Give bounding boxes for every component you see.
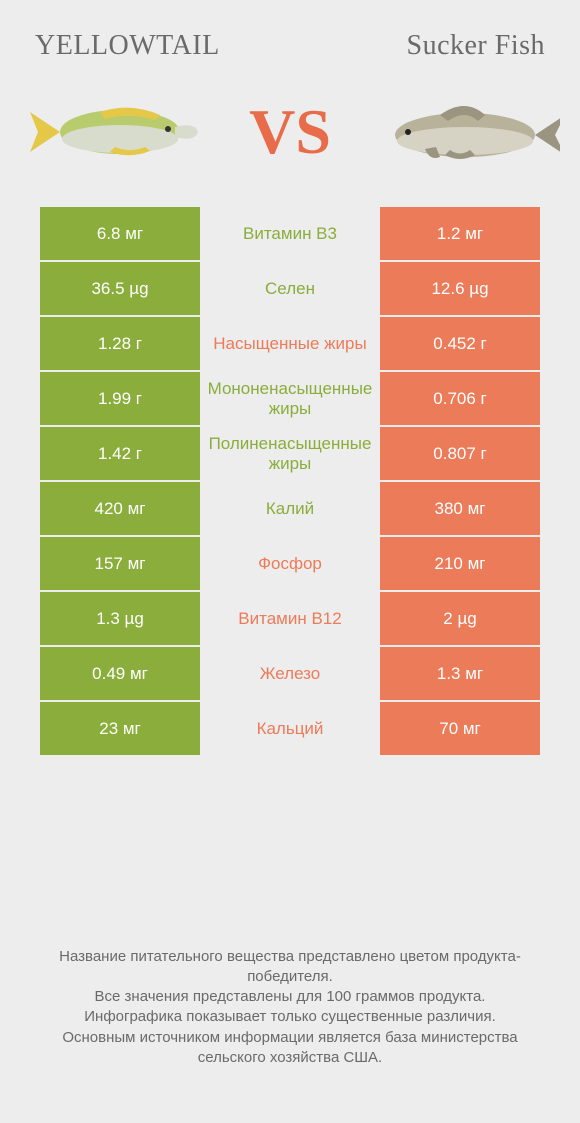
left-value: 36.5 µg bbox=[40, 262, 200, 315]
footer-line-2: Все значения представлены для 100 граммо… bbox=[30, 987, 550, 1007]
footer-line-3: Инфографика показывает только существенн… bbox=[30, 1007, 550, 1027]
nutrient-label: Селен bbox=[200, 262, 380, 315]
left-value: 23 мг bbox=[40, 702, 200, 755]
table-row: 36.5 µgСелен12.6 µg bbox=[40, 262, 540, 315]
table-row: 1.28 гНасыщенные жиры0.452 г bbox=[40, 317, 540, 370]
left-value: 1.42 г bbox=[40, 427, 200, 480]
suckerfish-image bbox=[370, 87, 560, 177]
left-value: 0.49 мг bbox=[40, 647, 200, 700]
nutrient-table: 6.8 мгВитамин B31.2 мг36.5 µgСелен12.6 µ… bbox=[40, 207, 540, 755]
left-value: 1.3 µg bbox=[40, 592, 200, 645]
nutrient-label: Витамин B3 bbox=[200, 207, 380, 260]
nutrient-label: Фосфор bbox=[200, 537, 380, 590]
left-value: 157 мг bbox=[40, 537, 200, 590]
table-row: 1.3 µgВитамин B122 µg bbox=[40, 592, 540, 645]
nutrient-label: Кальций bbox=[200, 702, 380, 755]
right-value: 380 мг bbox=[380, 482, 540, 535]
left-value: 420 мг bbox=[40, 482, 200, 535]
right-value: 0.452 г bbox=[380, 317, 540, 370]
left-value: 1.99 г bbox=[40, 372, 200, 425]
right-value: 12.6 µg bbox=[380, 262, 540, 315]
nutrient-label: Калий bbox=[200, 482, 380, 535]
footer-notes: Название питательного вещества представл… bbox=[0, 947, 580, 1069]
yellowtail-image bbox=[20, 87, 210, 177]
table-row: 0.49 мгЖелезо1.3 мг bbox=[40, 647, 540, 700]
nutrient-label: Насыщенные жиры bbox=[200, 317, 380, 370]
left-value: 1.28 г bbox=[40, 317, 200, 370]
comparison-images: VS bbox=[0, 72, 580, 207]
nutrient-label: Витамин B12 bbox=[200, 592, 380, 645]
table-row: 1.99 гМононенасыщенные жиры0.706 г bbox=[40, 372, 540, 425]
nutrient-label: Железо bbox=[200, 647, 380, 700]
footer-line-4: Основным источником информации является … bbox=[30, 1028, 550, 1069]
right-value: 0.807 г bbox=[380, 427, 540, 480]
nutrient-label: Полиненасыщенные жиры bbox=[200, 427, 380, 480]
left-product-title: YELLOWTAIL bbox=[35, 30, 220, 62]
table-row: 420 мгКалий380 мг bbox=[40, 482, 540, 535]
right-value: 0.706 г bbox=[380, 372, 540, 425]
right-value: 210 мг bbox=[380, 537, 540, 590]
table-row: 23 мгКальций70 мг bbox=[40, 702, 540, 755]
right-value: 70 мг bbox=[380, 702, 540, 755]
nutrient-label: Мононенасыщенные жиры bbox=[200, 372, 380, 425]
right-value: 1.3 мг bbox=[380, 647, 540, 700]
right-product-title: Sucker Fish bbox=[407, 30, 546, 62]
right-value: 1.2 мг bbox=[380, 207, 540, 260]
table-row: 157 мгФосфор210 мг bbox=[40, 537, 540, 590]
footer-line-1: Название питательного вещества представл… bbox=[30, 947, 550, 988]
table-row: 1.42 гПолиненасыщенные жиры0.807 г bbox=[40, 427, 540, 480]
header: YELLOWTAIL Sucker Fish bbox=[0, 0, 580, 72]
vs-label: VS bbox=[249, 100, 331, 164]
left-value: 6.8 мг bbox=[40, 207, 200, 260]
right-value: 2 µg bbox=[380, 592, 540, 645]
table-row: 6.8 мгВитамин B31.2 мг bbox=[40, 207, 540, 260]
